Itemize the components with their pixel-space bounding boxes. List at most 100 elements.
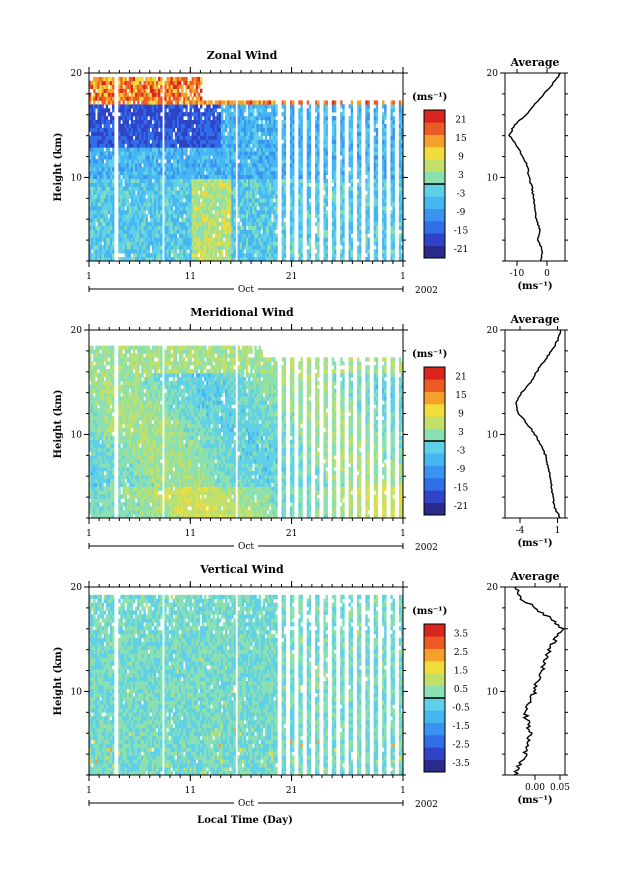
heatmap-cell (141, 76, 144, 82)
heatmap-cell (258, 174, 261, 180)
heatmap-cell (155, 96, 159, 101)
heatmap-cell (118, 237, 121, 242)
heatmap-cell (214, 120, 217, 125)
heatmap-cell (317, 241, 320, 246)
heatmap-cell (145, 127, 148, 133)
heatmap-cell (298, 210, 301, 215)
heatmap-cell (160, 190, 163, 195)
heatmap-cell (170, 116, 174, 121)
plot-frame (88, 72, 404, 262)
heatmap-cell (325, 104, 328, 109)
heatmap-cell (128, 163, 132, 168)
heatmap-cell (208, 210, 211, 215)
heatmap-cell (220, 178, 224, 183)
heatmap-cell (149, 233, 153, 238)
heatmap-cell (398, 155, 402, 160)
heatmap-cell (120, 147, 123, 152)
heatmap-cell (141, 214, 144, 219)
heatmap-cell (273, 245, 276, 250)
heatmap-cell (149, 155, 153, 160)
heatmap-cell (126, 143, 130, 148)
heatmap-cell (356, 100, 360, 105)
heatmap-cell (264, 143, 268, 148)
heatmap-cell (264, 104, 268, 109)
heatmap-cell (185, 108, 188, 113)
heatmap-cell (191, 76, 194, 82)
heatmap-cell (191, 225, 194, 230)
heatmap-cell (273, 159, 276, 164)
heatmap-cell (289, 131, 293, 136)
heatmap-cell (107, 229, 111, 234)
heatmap-cell (153, 84, 157, 89)
heatmap-cell (130, 127, 134, 133)
heatmap-cell (315, 139, 318, 144)
heatmap-cell (120, 237, 123, 242)
heatmap-cell (269, 225, 272, 230)
heatmap-cell (206, 178, 209, 183)
heatmap-cell (168, 225, 171, 230)
heatmap-cell (93, 104, 96, 109)
heatmap-cell (128, 229, 132, 234)
heatmap-cell (254, 120, 257, 125)
heatmap-cell (227, 182, 230, 187)
heatmap-cell (323, 127, 326, 133)
heatmap-cell (99, 253, 102, 258)
heatmap-cell (392, 167, 395, 172)
heatmap-cell (97, 253, 100, 258)
heatmap-cell (382, 225, 385, 230)
heatmap-cell (256, 178, 259, 183)
heatmap-cell (365, 100, 368, 105)
heatmap-cell (122, 217, 125, 223)
heatmap-cell (367, 147, 370, 152)
heatmap-cell (202, 135, 205, 140)
heatmap-cell (281, 159, 284, 164)
heatmap-cell (262, 249, 266, 254)
heatmap-cell (202, 253, 205, 258)
heatmap-cell (250, 206, 253, 211)
heatmap-cell (105, 182, 109, 187)
heatmap-cell (220, 198, 224, 203)
heatmap-cell (331, 163, 335, 168)
heatmap-cell (197, 182, 201, 187)
heatmap-cell (392, 174, 395, 180)
heatmap-cell (191, 159, 194, 164)
heatmap-cell (174, 96, 178, 101)
heatmap-cell (384, 104, 387, 109)
heatmap-cell (306, 186, 310, 191)
heatmap-cell (292, 245, 295, 250)
heatmap-cell (365, 245, 368, 250)
heatmap-cell (189, 190, 192, 195)
heatmap-cell (398, 163, 402, 168)
heatmap-cell (225, 151, 228, 156)
heatmap-cell (122, 135, 125, 140)
heatmap-cell (283, 186, 287, 191)
heatmap-cell (292, 190, 295, 195)
heatmap-cell (95, 131, 98, 136)
heatmap-cell (124, 241, 127, 246)
heatmap-cell (390, 198, 393, 203)
heatmap-cell (204, 178, 207, 183)
heatmap-cell (218, 116, 222, 121)
heatmap-cell (149, 112, 153, 117)
heatmap-cell (317, 233, 320, 238)
heatmap-cell (172, 116, 176, 121)
heatmap-cell (266, 170, 270, 176)
heatmap-cell (269, 210, 272, 215)
heatmap-cell (260, 147, 264, 152)
heatmap-cell (183, 174, 186, 180)
heatmap-cell (283, 116, 287, 121)
heatmap-cell (266, 214, 270, 219)
heatmap-cell (174, 214, 178, 219)
heatmap-cell (208, 147, 211, 152)
heatmap-cell (333, 131, 337, 136)
heatmap-cell (229, 245, 232, 250)
heatmap-cell (367, 170, 370, 176)
heatmap-cell (248, 257, 251, 262)
heatmap-cell (273, 170, 276, 176)
heatmap-cell (300, 229, 303, 234)
heatmap-cell (256, 147, 259, 152)
heatmap-cell (359, 186, 362, 191)
heatmap-cell (101, 92, 104, 97)
heatmap-cell (342, 155, 345, 160)
heatmap-cell (172, 198, 176, 203)
